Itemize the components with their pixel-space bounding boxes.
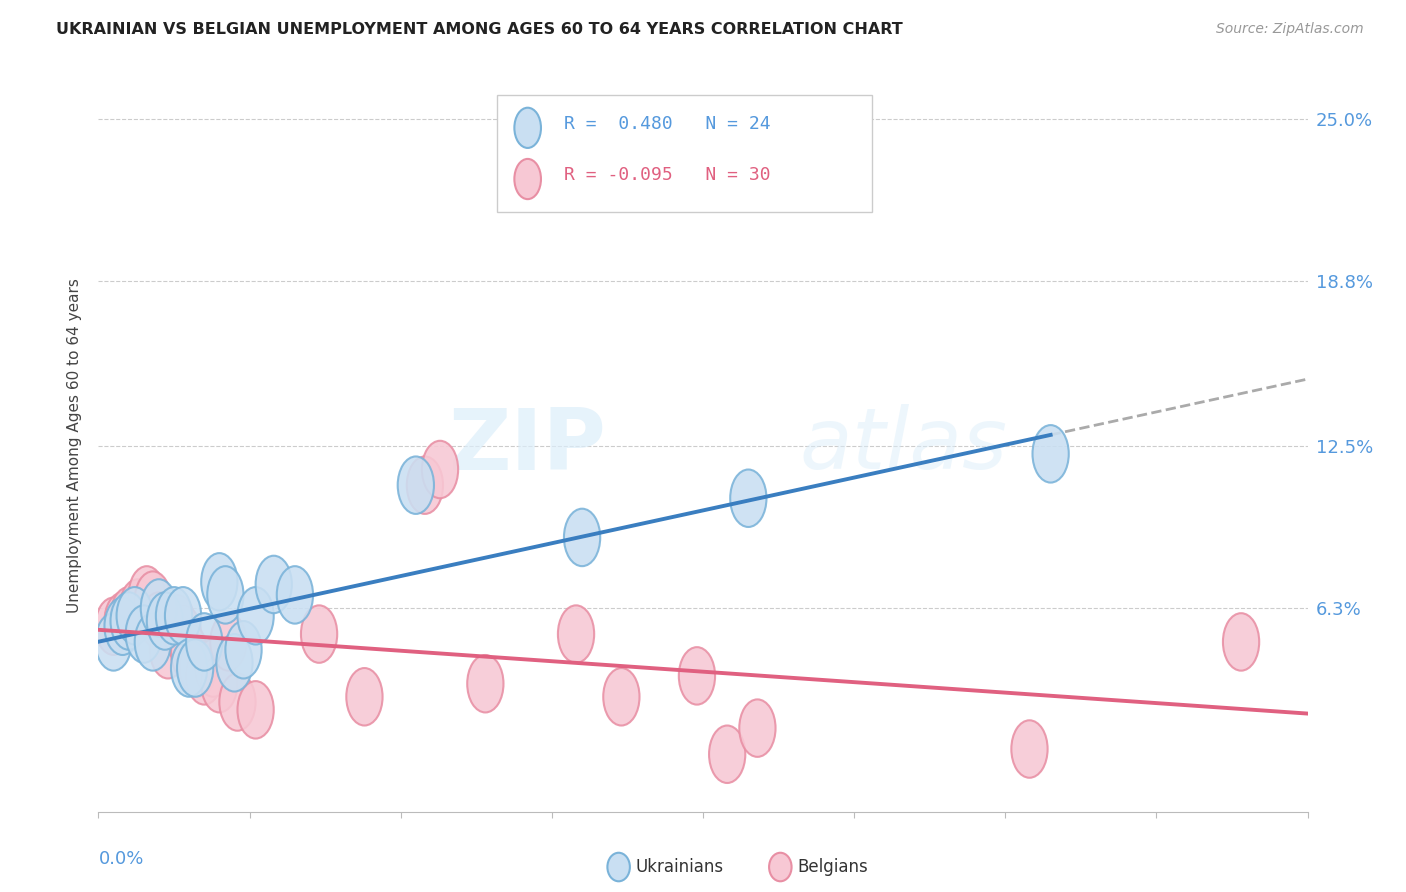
Ellipse shape (172, 624, 207, 681)
Ellipse shape (211, 613, 246, 671)
Ellipse shape (1032, 425, 1069, 483)
Ellipse shape (96, 613, 132, 671)
Ellipse shape (146, 592, 183, 649)
Ellipse shape (564, 508, 600, 566)
Ellipse shape (111, 592, 146, 649)
Ellipse shape (177, 640, 214, 697)
Text: Source: ZipAtlas.com: Source: ZipAtlas.com (1216, 22, 1364, 37)
Ellipse shape (104, 592, 141, 649)
Ellipse shape (111, 587, 146, 645)
Ellipse shape (346, 668, 382, 725)
Ellipse shape (730, 469, 766, 527)
Ellipse shape (180, 640, 217, 697)
Text: R =  0.480   N = 24: R = 0.480 N = 24 (564, 115, 770, 133)
Ellipse shape (96, 598, 132, 655)
Ellipse shape (277, 566, 314, 624)
Ellipse shape (238, 681, 274, 739)
Ellipse shape (301, 606, 337, 663)
Ellipse shape (398, 457, 434, 514)
Ellipse shape (135, 572, 172, 629)
Ellipse shape (238, 587, 274, 645)
Ellipse shape (558, 606, 595, 663)
Ellipse shape (515, 108, 541, 148)
Ellipse shape (165, 587, 201, 645)
Ellipse shape (515, 159, 541, 199)
Text: Ukrainians: Ukrainians (636, 858, 724, 876)
Ellipse shape (467, 655, 503, 713)
Ellipse shape (1223, 613, 1260, 671)
Ellipse shape (141, 579, 177, 637)
Ellipse shape (406, 457, 443, 514)
Ellipse shape (195, 640, 232, 697)
FancyBboxPatch shape (498, 95, 872, 212)
Ellipse shape (679, 648, 716, 705)
Ellipse shape (217, 634, 253, 691)
Ellipse shape (256, 556, 292, 613)
Ellipse shape (104, 598, 141, 655)
Ellipse shape (1011, 721, 1047, 778)
Ellipse shape (207, 566, 243, 624)
Text: 0.0%: 0.0% (98, 850, 143, 869)
Ellipse shape (125, 606, 162, 663)
Ellipse shape (422, 441, 458, 499)
Ellipse shape (135, 613, 172, 671)
Ellipse shape (117, 587, 153, 645)
Y-axis label: Unemployment Among Ages 60 to 64 years: Unemployment Among Ages 60 to 64 years (67, 278, 83, 614)
Ellipse shape (186, 613, 222, 671)
Ellipse shape (156, 587, 193, 645)
Ellipse shape (709, 725, 745, 783)
Text: atlas: atlas (800, 404, 1008, 488)
Ellipse shape (225, 621, 262, 679)
Ellipse shape (186, 648, 222, 705)
Text: UKRAINIAN VS BELGIAN UNEMPLOYMENT AMONG AGES 60 TO 64 YEARS CORRELATION CHART: UKRAINIAN VS BELGIAN UNEMPLOYMENT AMONG … (56, 22, 903, 37)
Ellipse shape (740, 699, 776, 756)
Text: R = -0.095   N = 30: R = -0.095 N = 30 (564, 167, 770, 185)
Ellipse shape (603, 668, 640, 725)
Ellipse shape (201, 655, 238, 713)
Ellipse shape (141, 592, 177, 649)
Ellipse shape (120, 579, 156, 637)
Ellipse shape (159, 595, 195, 652)
Text: Belgians: Belgians (797, 858, 868, 876)
Ellipse shape (150, 621, 186, 679)
Text: ZIP: ZIP (449, 404, 606, 488)
Ellipse shape (172, 640, 207, 697)
Ellipse shape (129, 566, 165, 624)
Ellipse shape (219, 673, 256, 731)
Ellipse shape (165, 606, 201, 663)
Ellipse shape (201, 553, 238, 611)
